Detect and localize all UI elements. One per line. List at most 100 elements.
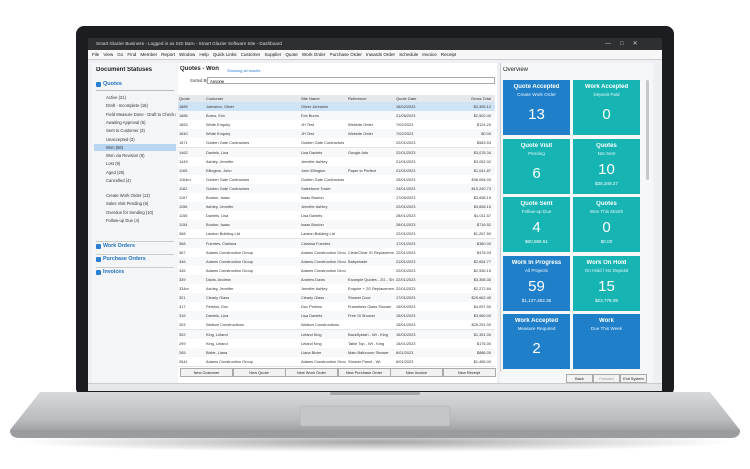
table-cell: Google Ads	[348, 149, 369, 155]
action-button[interactable]: New Purchase Order	[337, 368, 391, 377]
tile-title: Work	[599, 318, 614, 324]
menu-item[interactable]: Window	[179, 52, 196, 57]
table-cell	[348, 193, 394, 202]
dashboard-tile[interactable]	[503, 197, 570, 252]
status-action[interactable]: Overdue for Sending (10)	[106, 209, 154, 215]
status-item[interactable]: Won (56)	[106, 144, 124, 150]
table-cell: Lisa Daniels	[301, 149, 323, 155]
table-cell: 22/01/2023	[396, 204, 416, 210]
tile-count: 4	[532, 219, 541, 236]
column-header[interactable]: Quote Date	[396, 96, 417, 101]
menu-item[interactable]: Quote	[285, 52, 298, 57]
nav-button[interactable]: Forward	[593, 374, 620, 383]
action-button[interactable]: New Receipt	[442, 368, 496, 377]
table-cell: Adams Construction Group	[301, 258, 346, 264]
tile-count: 0	[602, 219, 611, 236]
status-action[interactable]: Sales Visit Pending (6)	[106, 201, 149, 207]
status-panel	[92, 63, 179, 383]
status-item[interactable]: Awaiting Approval (6)	[106, 119, 146, 125]
table-cell: 316	[179, 313, 186, 319]
table-cell: 17/01/2023	[396, 295, 416, 301]
sort-select[interactable]: Anyone	[207, 77, 495, 84]
table-cell: Watson Constructions	[206, 322, 244, 328]
table-cell	[348, 220, 394, 229]
table-cell: 21/01/2023	[396, 158, 416, 164]
dashboard-tile[interactable]	[503, 138, 570, 194]
dashboard-tile[interactable]	[573, 80, 640, 135]
table-cell	[348, 202, 394, 211]
table-cell: King, Leland	[206, 340, 228, 346]
menu-item[interactable]: Customer	[240, 52, 261, 57]
table-row[interactable]	[178, 356, 495, 367]
status-item[interactable]: Unaccepted (3)	[106, 136, 135, 142]
menu-item[interactable]: Purchase Order	[329, 52, 362, 57]
table-cell: Davis, Andrew	[206, 276, 231, 282]
table-cell	[348, 175, 394, 184]
table-cell: $716.52	[476, 222, 491, 228]
dashboard-tile[interactable]	[503, 314, 570, 369]
section-header[interactable]: Work Orders	[103, 243, 135, 249]
menu-item[interactable]: View	[103, 52, 114, 57]
section-header[interactable]: Invoices	[103, 269, 125, 275]
table-cell: 17/05/2023	[396, 195, 416, 200]
menu-item[interactable]: Supplier	[264, 52, 282, 57]
section-header[interactable]: Purchase Orders	[103, 256, 146, 262]
status-item[interactable]: Field Measure Done - Draft to Check (6)	[106, 111, 176, 117]
status-item[interactable]: Sent to Customer (3)	[106, 128, 145, 134]
tile-title: Work On Hold	[586, 259, 627, 266]
action-button[interactable]: New Work Order	[285, 368, 338, 377]
menu-item[interactable]: Help	[199, 52, 209, 57]
list-title: Quotes - Won	[180, 66, 219, 72]
column-header[interactable]: Site Name	[301, 96, 320, 101]
dashboard-tile[interactable]	[573, 255, 640, 311]
table-cell: Ellington, John	[206, 167, 232, 173]
dashboard-tile[interactable]	[503, 255, 570, 311]
dashboard-tile[interactable]	[573, 314, 640, 369]
tile-subtitle: Create Work Order	[517, 92, 556, 97]
section-header[interactable]: Quotes	[103, 81, 122, 87]
menu-item[interactable]: Invoice	[422, 52, 437, 57]
table-cell: Daniels, Lisa	[206, 213, 229, 219]
menu-item[interactable]: Schedule	[399, 52, 419, 57]
column-header[interactable]: Customer	[206, 96, 224, 101]
action-button[interactable]: New Quote	[232, 368, 286, 377]
action-button[interactable]: New Customer	[180, 368, 233, 377]
status-item[interactable]: Lost (9)	[106, 161, 121, 167]
menu-item[interactable]: Go	[117, 52, 124, 57]
menu-item[interactable]: Receipt	[440, 52, 457, 57]
dashboard-tile[interactable]	[573, 138, 640, 194]
column-header[interactable]: Quote	[179, 96, 190, 101]
table-cell: Adams Construction Group	[301, 358, 346, 364]
table-cell: 6/01/2023	[396, 349, 414, 355]
nav-button[interactable]: Exit System	[620, 374, 647, 383]
window-title: Smart Glazier Business - Logged in as SG…	[96, 41, 282, 46]
table-cell: Paper to Perfect	[348, 167, 377, 173]
table-cell: 1571	[179, 140, 188, 146]
table-cell: Fuentes, Clarissa	[206, 240, 237, 246]
action-button[interactable]: New Invoice	[390, 368, 443, 377]
column-header[interactable]: Gross Total	[470, 96, 491, 101]
status-item[interactable]: Draft - Incomplete (18)	[106, 103, 148, 109]
status-item[interactable]: Won via Revision (9)	[106, 153, 145, 159]
menu-item[interactable]: Inwards Order	[365, 52, 396, 57]
dashboard-tile[interactable]	[503, 80, 570, 135]
status-action[interactable]: Follow-up Due (4)	[106, 217, 140, 223]
table-cell: 1853	[179, 122, 188, 128]
nav-button[interactable]: Back	[566, 374, 593, 383]
table-cell: Golden Gate Contractors	[301, 140, 345, 146]
menu-item[interactable]: Work Order	[301, 52, 326, 57]
table-cell: BackSplash - Wt - King	[348, 331, 389, 337]
table-cell: 28/01/2023	[396, 213, 416, 219]
status-item[interactable]: Aged (29)	[106, 169, 125, 175]
menu-item[interactable]: Member	[140, 52, 158, 57]
status-item[interactable]: Active (21)	[106, 95, 127, 100]
status-action[interactable]: Create Work Order (13)	[106, 193, 150, 198]
table-cell: Clear/Clear IG Replacement	[348, 249, 394, 255]
dashboard-tile[interactable]	[573, 197, 640, 252]
menu-item[interactable]: File	[92, 52, 100, 57]
menu-item[interactable]: Quick Links	[212, 52, 237, 57]
column-header[interactable]: Reference	[348, 96, 367, 101]
menu-item[interactable]: Report	[161, 52, 176, 57]
menu-item[interactable]: Find	[127, 52, 137, 57]
status-item[interactable]: Cancelled (4)	[106, 178, 131, 183]
